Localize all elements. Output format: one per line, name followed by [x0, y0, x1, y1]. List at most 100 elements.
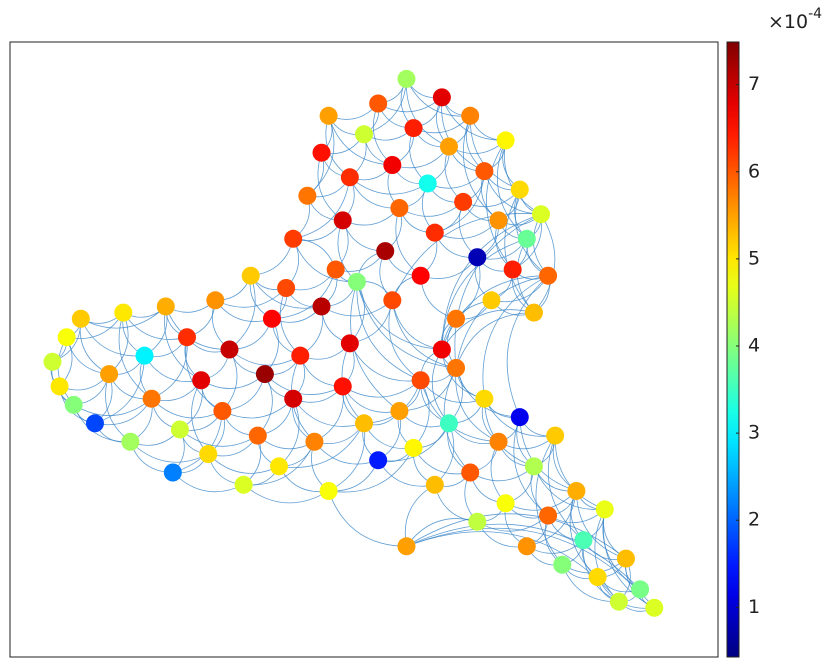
node: [574, 531, 593, 550]
node: [390, 402, 409, 420]
edge: [395, 207, 421, 277]
colorbar-tick-label: 6: [748, 160, 760, 182]
colorbar-tick-label: 4: [748, 335, 760, 357]
node: [85, 414, 104, 433]
node: [284, 229, 303, 248]
edge: [441, 238, 527, 350]
node: [496, 494, 515, 513]
edge: [484, 398, 556, 437]
edge: [470, 466, 535, 482]
edge: [257, 373, 273, 436]
edge: [207, 453, 280, 474]
node: [312, 143, 331, 162]
node: [411, 266, 430, 285]
node: [206, 291, 225, 310]
node: [64, 395, 83, 414]
node: [439, 137, 458, 156]
colorbar-tick-label: 3: [748, 422, 760, 444]
node: [199, 445, 218, 464]
node: [539, 506, 558, 525]
node: [616, 549, 635, 568]
colorbar-tick-label: 7: [748, 73, 760, 95]
node: [319, 481, 338, 500]
node: [532, 205, 550, 224]
edge: [342, 379, 421, 398]
node: [298, 186, 317, 205]
node: [524, 457, 543, 476]
node: [425, 475, 444, 494]
node: [369, 451, 388, 470]
edge: [504, 189, 535, 313]
edge: [165, 306, 230, 350]
edge: [264, 373, 343, 395]
edge: [118, 312, 152, 400]
edge: [356, 281, 421, 381]
node: [553, 555, 572, 574]
exponent: -4: [808, 6, 822, 22]
edge: [441, 309, 535, 350]
node: [213, 402, 232, 420]
node: [468, 512, 487, 531]
edge: [172, 472, 244, 493]
edge: [547, 435, 584, 541]
node: [100, 365, 119, 384]
edge: [314, 441, 379, 465]
edge: [388, 300, 421, 381]
colorbar-tick-label: 1: [748, 596, 760, 618]
node: [425, 223, 444, 242]
node: [326, 260, 345, 279]
node: [411, 371, 430, 390]
node: [220, 340, 239, 359]
edge: [469, 115, 520, 190]
edge: [278, 398, 300, 467]
node: [439, 414, 458, 433]
edge: [420, 379, 485, 403]
edge: [482, 275, 549, 399]
edge: [455, 367, 499, 443]
edge: [496, 140, 528, 240]
edge: [317, 152, 344, 221]
edge: [513, 417, 549, 516]
edge: [185, 337, 223, 412]
node: [50, 377, 69, 396]
edge: [404, 484, 436, 547]
node: [71, 309, 90, 328]
node: [489, 211, 508, 230]
node: [517, 229, 536, 248]
edge: [406, 527, 655, 609]
node: [397, 537, 416, 556]
edge: [179, 429, 259, 447]
edge: [349, 176, 428, 195]
node: [390, 199, 409, 218]
edge: [391, 213, 542, 301]
node: [192, 371, 211, 390]
node: [418, 174, 437, 193]
node: [156, 297, 175, 316]
edge: [73, 398, 152, 416]
edge: [151, 398, 223, 419]
edge: [406, 513, 627, 559]
node: [595, 500, 614, 519]
node: [454, 192, 473, 211]
edge: [328, 490, 407, 547]
node: [482, 291, 501, 310]
edge: [431, 349, 450, 424]
edge: [377, 97, 443, 113]
node: [496, 131, 515, 150]
node: [383, 291, 402, 310]
node: [121, 432, 140, 451]
node: [355, 125, 373, 144]
node: [234, 475, 253, 494]
node: [340, 334, 359, 353]
edge: [250, 275, 322, 309]
node: [517, 537, 536, 556]
node: [432, 340, 451, 359]
edge: [321, 299, 393, 317]
node: [142, 389, 161, 408]
node: [447, 358, 466, 377]
edge: [406, 523, 641, 590]
node: [539, 266, 558, 285]
edge: [328, 447, 414, 493]
nodes: [43, 69, 664, 617]
